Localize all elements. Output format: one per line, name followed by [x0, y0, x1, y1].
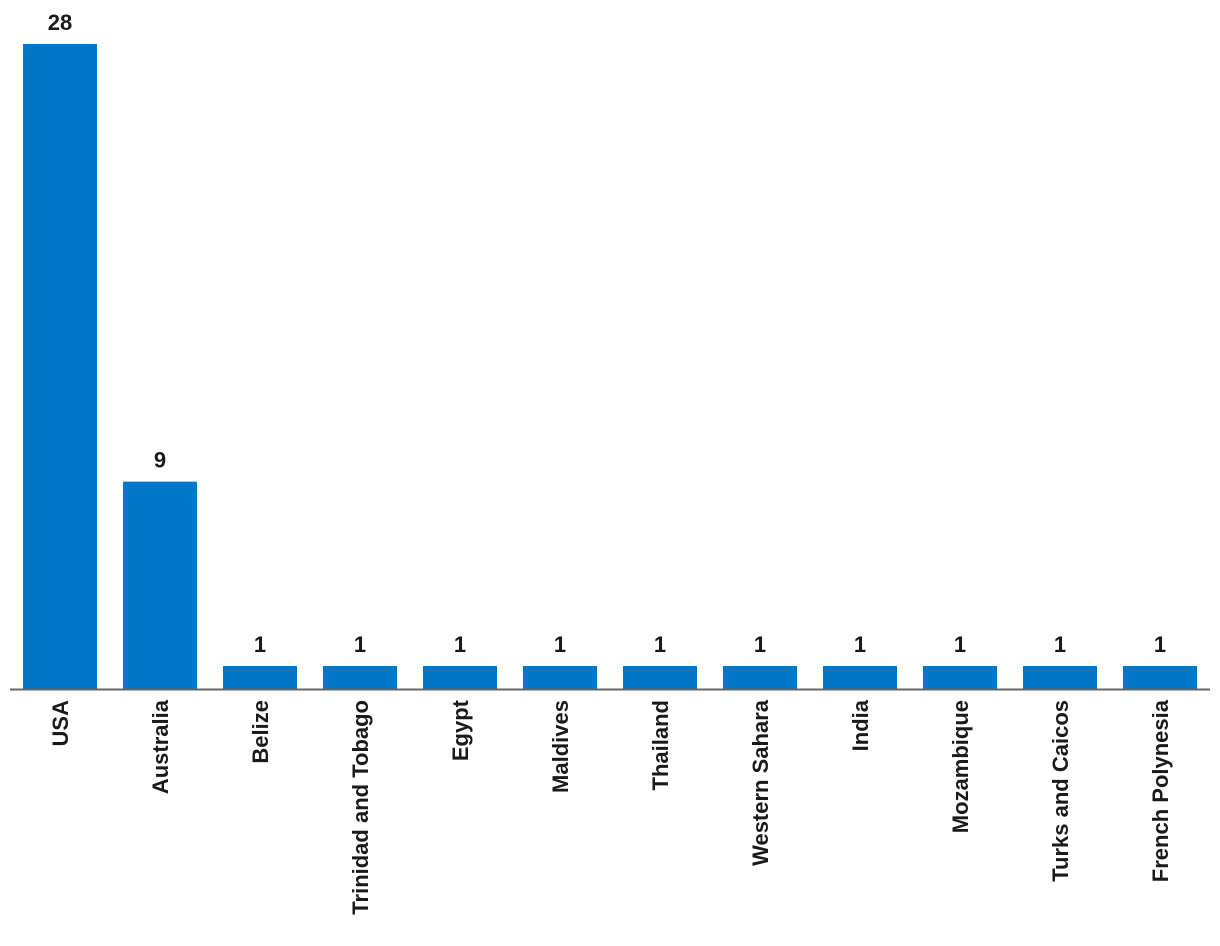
bar-value-label: 1 — [354, 632, 366, 657]
category-label: USA — [48, 700, 73, 747]
bar-value-label: 1 — [1154, 632, 1166, 657]
category-label: Belize — [248, 700, 273, 764]
category-label: Australia — [148, 699, 173, 794]
bar-value-label: 1 — [954, 632, 966, 657]
bar — [323, 665, 397, 689]
category-label: Turks and Caicos — [1048, 700, 1073, 882]
category-labels-group: USA Australia Belize Trinidad and Tobago Egy… — [48, 699, 1173, 914]
bar — [923, 665, 997, 689]
bar-value-label: 1 — [1054, 632, 1066, 657]
category-label: French Polynesia — [1148, 699, 1173, 882]
bar — [223, 665, 297, 689]
category-label: India — [848, 699, 873, 751]
bar — [623, 665, 697, 689]
bar — [523, 665, 597, 689]
bar-value-label: 1 — [854, 632, 866, 657]
bars-group — [23, 44, 1197, 689]
category-label: Western Sahara — [748, 699, 773, 866]
bar-value-label: 1 — [654, 632, 666, 657]
bar-value-label: 1 — [554, 632, 566, 657]
bar — [423, 665, 497, 689]
bar — [723, 665, 797, 689]
bar — [23, 44, 97, 689]
bar-value-label: 1 — [454, 632, 466, 657]
bar-value-label: 1 — [754, 632, 766, 657]
bar-value-label: 28 — [48, 10, 72, 35]
category-label: Trinidad and Tobago — [348, 700, 373, 915]
bar — [823, 665, 897, 689]
value-labels-group: 28 9 1 1 1 1 1 1 1 1 1 1 — [48, 10, 1166, 657]
bar — [1123, 665, 1197, 689]
category-label: Thailand — [648, 700, 673, 790]
category-label: Maldives — [548, 700, 573, 793]
category-label: Egypt — [448, 699, 473, 761]
bar-value-label: 1 — [254, 632, 266, 657]
category-label: Mozambique — [948, 700, 973, 833]
bar-value-label: 9 — [154, 448, 166, 473]
bar — [123, 481, 197, 689]
bar — [1023, 665, 1097, 689]
